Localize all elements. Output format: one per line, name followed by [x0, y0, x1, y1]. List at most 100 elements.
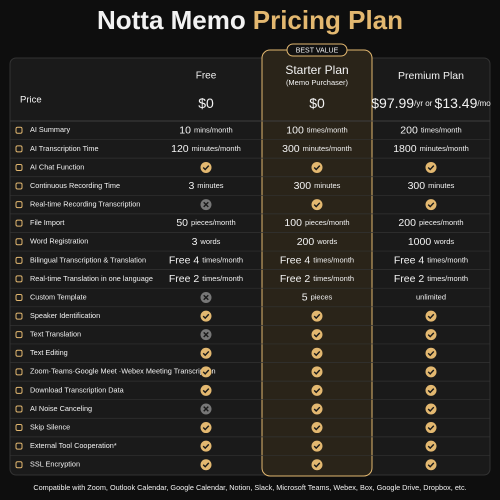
cell-value: 200 pieces/month	[398, 217, 463, 229]
check-mark	[427, 388, 435, 394]
cell-unit: minutes	[197, 181, 224, 190]
cell-unit: mins/month	[194, 125, 233, 134]
feature-icon	[15, 238, 23, 246]
cell-unit: words	[199, 237, 220, 246]
cross-mark	[203, 201, 209, 208]
plan-name: Premium Plan	[398, 70, 464, 82]
check-mark	[427, 443, 435, 450]
feature-label: Download Transcription Data	[30, 385, 125, 394]
feature-icon	[15, 182, 23, 190]
title: Notta Memo Pricing Plan	[97, 5, 403, 35]
plan-price: $0	[198, 95, 214, 111]
feature-icon	[15, 219, 23, 227]
check-mark	[202, 443, 210, 450]
check-icon	[311, 161, 323, 173]
check-mark	[313, 388, 321, 394]
feature-icon	[15, 312, 23, 320]
feature-icon	[15, 201, 23, 209]
cell-value: 10 mins/month	[179, 124, 232, 136]
check-mark	[313, 462, 321, 468]
check-icon	[311, 366, 323, 378]
check-mark	[202, 369, 210, 375]
feature-icon	[15, 256, 23, 264]
feature-label: Text Translation	[30, 330, 81, 339]
feature-icon	[15, 275, 23, 283]
check-icon	[311, 440, 323, 452]
cell-amount: 200	[400, 124, 418, 136]
check-mark	[202, 462, 210, 468]
cell-unit: minutes	[428, 181, 455, 190]
cell-value: Free 2 times/month	[394, 273, 468, 285]
feature-icon	[15, 442, 23, 450]
feature-icon	[15, 405, 23, 413]
cell-value: Free 2 times/month	[169, 273, 243, 285]
badge-text: BEST VALUE	[296, 47, 339, 54]
check-mark	[427, 332, 435, 338]
feature-label: SSL Encryption	[30, 460, 80, 469]
cell-amount: 200	[297, 236, 315, 248]
check-mark	[313, 332, 321, 338]
cell-amount: 1000	[408, 236, 432, 248]
check-mark	[427, 462, 435, 468]
feature-label: Zoom·Teams·Google Meet ·Webex Meeting Tr…	[30, 367, 216, 376]
feature-icon	[15, 386, 23, 394]
cell-amount: 3	[192, 236, 198, 248]
check-icon	[425, 199, 437, 211]
table: BEST VALUE Price Free $0 Starter Plan(Memo P…	[10, 43, 491, 477]
cell-value: 300 minutes/month	[282, 143, 352, 155]
feature-icon	[15, 126, 23, 134]
badge	[286, 43, 348, 57]
check-icon	[200, 422, 212, 434]
check-icon	[200, 366, 212, 378]
check-icon	[425, 440, 437, 452]
cell-value: 3 words	[192, 236, 221, 248]
cell-unit: times/month	[427, 255, 468, 264]
price-part: $97.99	[371, 95, 414, 111]
price-part: $13.49	[435, 95, 478, 111]
cell-value: 3 minutes	[188, 180, 223, 192]
cell-value: Free 2 times/month	[280, 273, 354, 285]
cell-value: 100 pieces/month	[284, 217, 349, 229]
cross-mark	[203, 406, 209, 412]
check-icon	[425, 347, 437, 359]
feature-label: Word Registration	[30, 237, 88, 246]
cell-unit: minutes	[314, 181, 341, 190]
feature-label: AI Noise Canceling	[30, 404, 92, 413]
feature-label: Speaker Identification	[30, 311, 100, 320]
cell-amount: 300	[408, 180, 426, 192]
cell-amount: 120	[171, 143, 189, 155]
cross-mark	[203, 294, 209, 301]
feature-icon	[15, 145, 23, 153]
cell-amount: Free 2	[169, 273, 200, 285]
feature-label: File Import	[30, 218, 64, 227]
cell-unit: minutes/month	[420, 144, 469, 153]
cell-unit: minutes/month	[303, 144, 352, 153]
cell-amount: Free 4	[394, 254, 425, 266]
cell-value: Free 4 times/month	[169, 254, 243, 266]
check-mark	[313, 443, 321, 450]
cell-amount: 50	[176, 217, 188, 229]
cell-amount: 200	[398, 217, 416, 229]
check-icon	[425, 329, 437, 341]
cell-value: 1800 minutes/month	[393, 143, 469, 155]
feature-icon	[15, 424, 23, 432]
cell-value: 300 minutes	[294, 180, 341, 192]
feature-label: AI Chat Function	[30, 162, 84, 171]
feature-icon	[15, 368, 23, 376]
check-icon	[425, 161, 437, 173]
check-icon	[311, 329, 323, 341]
feature-label: Continuous Recording Time	[30, 181, 120, 190]
price-part: /yr or	[414, 99, 434, 108]
cell-amount: 5	[302, 291, 308, 303]
plan-price: $97.99/yr or $13.49/mo	[371, 95, 491, 111]
cell-amount: Free 2	[394, 273, 425, 285]
cell-value: 1000 words	[408, 236, 455, 248]
check-icon	[200, 310, 212, 322]
check-icon	[425, 366, 437, 378]
check-mark	[427, 350, 435, 357]
check-icon	[311, 310, 323, 322]
check-mark	[313, 202, 321, 208]
check-mark	[313, 369, 321, 375]
footer-note: Compatible with Zoom, Outlook Calendar, …	[33, 483, 466, 492]
cell-value: 5 pieces	[302, 291, 333, 303]
